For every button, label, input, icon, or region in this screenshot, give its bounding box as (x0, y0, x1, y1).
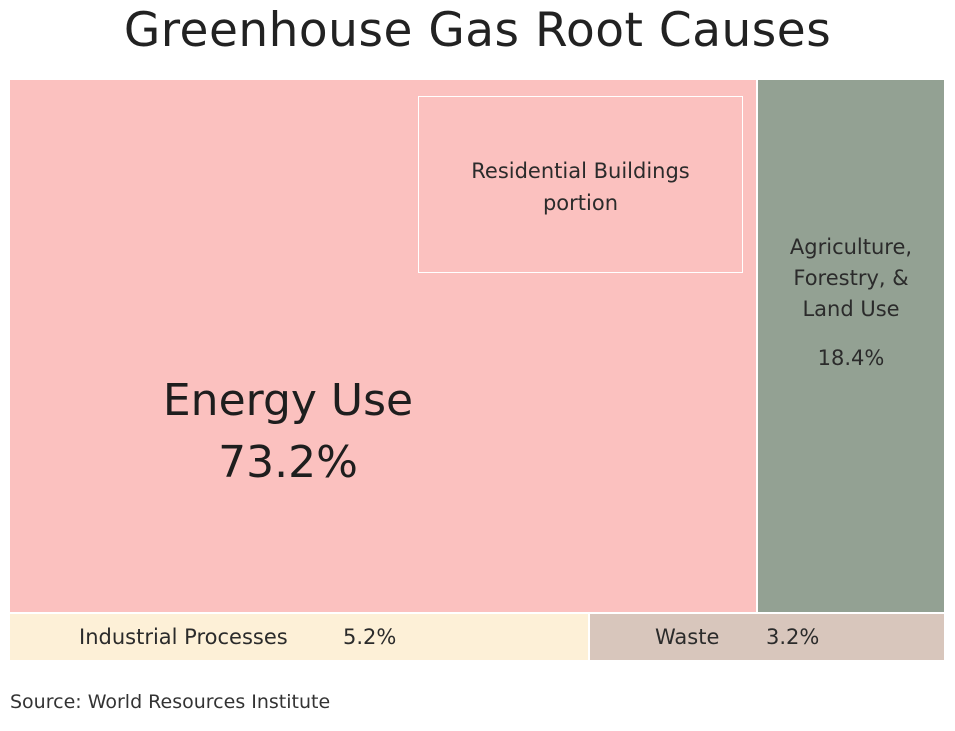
waste-value: 3.2% (766, 625, 820, 649)
agriculture-label-group: Agriculture, Forestry, & Land Use 18.4% (758, 232, 944, 374)
tile-waste (590, 614, 944, 660)
industrial-processes-name: Industrial Processes (79, 625, 288, 649)
source-note: Source: World Resources Institute (10, 691, 331, 713)
tile-industrial-processes (10, 614, 588, 660)
tile-energy-use (10, 80, 756, 612)
energy-use-name: Energy Use (162, 375, 414, 426)
chart-title: Greenhouse Gas Root Causes (123, 3, 832, 58)
residential-label-line-2: portion (542, 191, 619, 215)
tile-agriculture-forestry-land-use (758, 80, 944, 612)
energy-use-value: 73.2% (218, 437, 358, 488)
agriculture-value: 18.4% (817, 346, 885, 370)
waste-name: Waste (655, 625, 720, 649)
residential-buildings-label: Residential Buildings portion (419, 155, 742, 219)
agriculture-name-line-1: Agriculture, (789, 235, 913, 259)
residential-buildings-subregion: Residential Buildings portion (418, 96, 743, 273)
residential-label-line-1: Residential Buildings (471, 159, 690, 183)
energy-use-label-group: Energy Use 73.2% (120, 370, 456, 494)
agriculture-name-line-2: Forestry, & (793, 266, 909, 290)
industrial-processes-value: 5.2% (343, 625, 397, 649)
agriculture-name-line-3: Land Use (802, 297, 900, 321)
